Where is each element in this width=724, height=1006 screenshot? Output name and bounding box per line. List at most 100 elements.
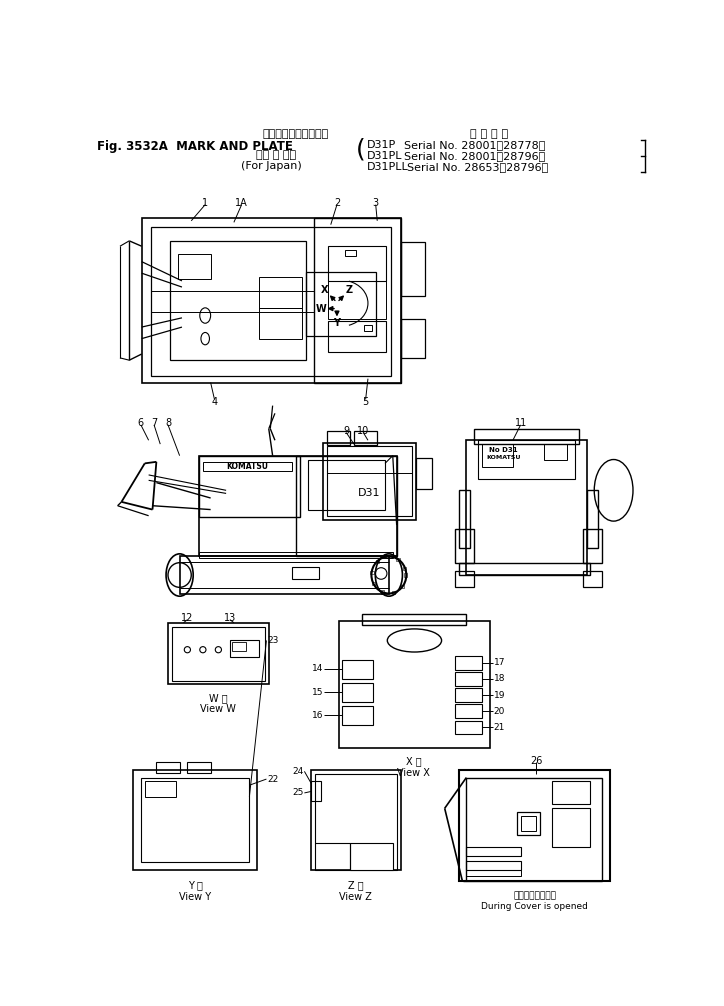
Bar [311,770,400,870]
Bar [455,688,482,702]
Bar [328,321,386,352]
Bar [401,242,424,297]
Text: 17: 17 [494,658,505,667]
Bar [362,614,466,625]
Bar [458,563,590,575]
Bar [345,250,356,257]
Text: D31P: D31P [367,140,397,150]
Text: W: W [316,304,327,314]
Text: （国 内 向）: （国 内 向） [256,150,297,160]
Text: (For Japan): (For Japan) [240,161,301,171]
Bar [392,592,395,595]
Bar [401,319,424,358]
Bar [327,431,350,445]
Bar [199,456,300,517]
Bar [371,570,374,573]
Bar [455,672,482,686]
Text: Serial No. 28653～28796）: Serial No. 28653～28796） [407,162,548,172]
Text: 18: 18 [494,674,505,683]
Bar [342,706,374,725]
Bar [458,490,471,548]
Text: 10: 10 [357,426,369,436]
Bar [203,462,292,471]
Bar [401,584,404,588]
Text: 6: 6 [138,418,144,429]
Text: Z: Z [346,285,353,295]
Bar [328,246,386,281]
Bar [466,778,602,881]
Bar [170,240,306,360]
Text: KOMATSU: KOMATSU [487,455,521,460]
Bar [403,567,406,570]
Bar [328,281,386,319]
Text: 点検カバー開放時
During Cover is opened: 点検カバー開放時 During Cover is opened [481,891,588,910]
Bar [583,571,602,586]
Bar [466,861,521,870]
Bar [172,627,265,680]
Text: Fig. 3532A  MARK AND PLATE: Fig. 3532A MARK AND PLATE [97,140,292,153]
Text: KOMATSU: KOMATSU [226,462,268,471]
Text: Serial No. 28001～28778）: Serial No. 28001～28778） [405,140,546,150]
Bar [466,870,521,876]
Bar [323,443,416,519]
Text: Y 視
View Y: Y 視 View Y [179,880,211,901]
Bar [586,490,598,548]
Text: D31PLL: D31PLL [367,162,409,172]
Text: 1: 1 [202,198,209,208]
Text: X 視
View X: X 視 View X [397,756,430,778]
Text: No D31: No D31 [489,448,518,454]
Bar [517,812,540,835]
Text: 13: 13 [224,613,236,623]
Text: 12: 12 [181,613,193,623]
Text: Y: Y [334,318,340,328]
Text: 4: 4 [211,396,218,406]
Bar [141,778,249,862]
Bar [342,683,374,702]
Bar [306,272,376,336]
Bar [455,656,482,670]
Bar [405,573,408,576]
Bar [327,447,412,516]
Bar [259,308,302,339]
Text: 21: 21 [494,723,505,732]
Text: D31: D31 [358,488,381,498]
Text: (: ( [356,138,366,162]
Bar [478,441,575,479]
Text: 1A: 1A [235,198,248,208]
Text: 26: 26 [530,756,542,766]
Bar [552,782,590,805]
Text: 19: 19 [494,691,505,699]
Bar [339,622,489,748]
Bar [364,325,372,331]
Bar [315,774,397,870]
Bar [230,640,259,657]
Text: 9: 9 [343,426,349,436]
Bar [259,277,302,308]
Bar [188,763,211,773]
Text: W 視
View W: W 視 View W [201,693,236,714]
Text: 23: 23 [267,636,279,645]
Bar [455,529,474,563]
Text: 適 用 号 機: 適 用 号 機 [471,129,508,139]
Bar [544,444,567,460]
Text: 7: 7 [151,418,157,429]
Text: D31PL: D31PL [367,151,403,161]
FancyBboxPatch shape [350,843,392,870]
Bar [521,816,536,831]
Bar [151,227,391,375]
Bar [142,217,401,383]
Bar [308,460,385,510]
Text: 20: 20 [494,707,505,716]
Text: 15: 15 [311,687,323,696]
Bar [381,591,384,594]
Text: Z 視
View Z: Z 視 View Z [339,880,372,901]
Bar [342,660,374,679]
Text: 8: 8 [165,418,171,429]
Bar [292,567,319,578]
Text: 25: 25 [292,789,303,798]
Bar [296,456,397,555]
Text: 24: 24 [292,767,303,776]
Bar [458,770,610,881]
Bar [145,782,176,797]
Bar [311,782,321,801]
